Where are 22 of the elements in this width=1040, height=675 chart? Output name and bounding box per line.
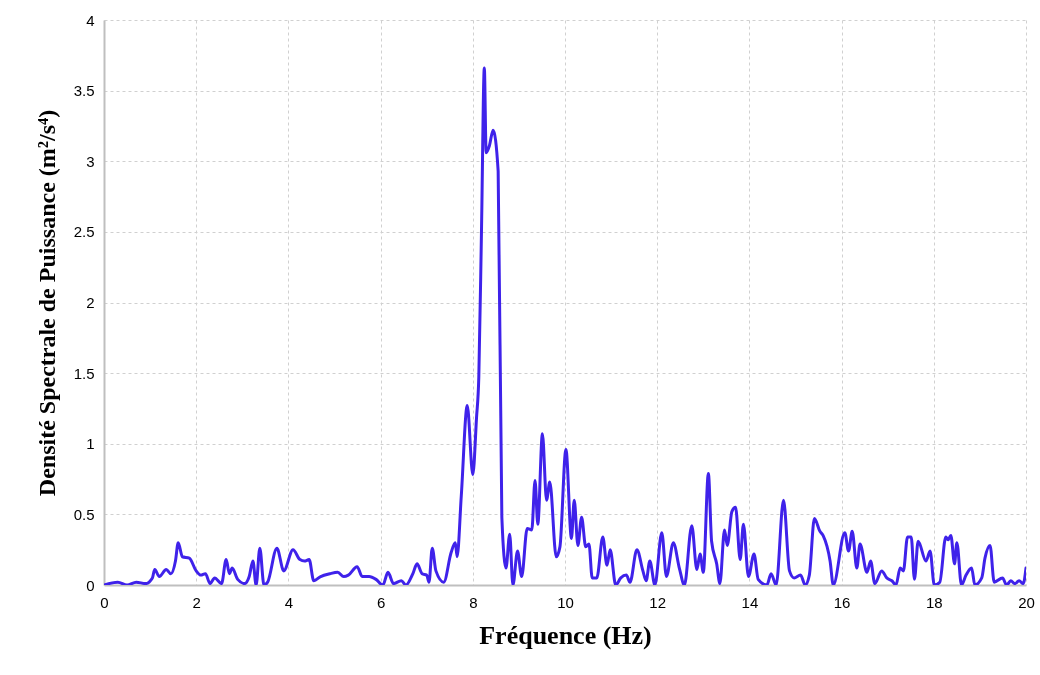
x-tick-label: 16 [833,593,851,611]
y-tick-label: 3.5 [73,82,95,100]
y-tick-label: 3 [86,152,95,170]
x-tick-label: 18 [925,593,943,611]
x-tick-label: 6 [376,593,386,611]
x-tick-label: 10 [557,593,574,611]
x-tick-label: 8 [469,593,478,611]
x-tick-label: 12 [649,593,667,611]
y-tick-label: 4 [86,11,95,29]
x-axis-title: Fréquence (Hz) [479,620,652,650]
y-tick-label: 2 [86,294,95,311]
x-tick-label: 2 [192,593,201,611]
x-tick-label: 14 [741,593,759,611]
x-tick-label: 0 [100,593,109,611]
y-axis-title: Densité Spectrale de Puissance (m²/s⁴) [33,109,60,497]
y-tick-label: 2.5 [73,223,95,241]
y-tick-label: 1.5 [73,364,95,382]
y-tick-label: 0.5 [73,505,95,523]
y-tick-label: 0 [86,576,95,594]
x-tick-label: 20 [1018,593,1035,611]
x-tick-label: 4 [284,593,294,611]
y-tick-label: 1 [86,435,95,453]
